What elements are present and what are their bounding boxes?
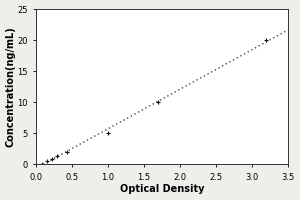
Y-axis label: Concentration(ng/mL): Concentration(ng/mL)	[6, 26, 16, 147]
X-axis label: Optical Density: Optical Density	[119, 184, 204, 194]
